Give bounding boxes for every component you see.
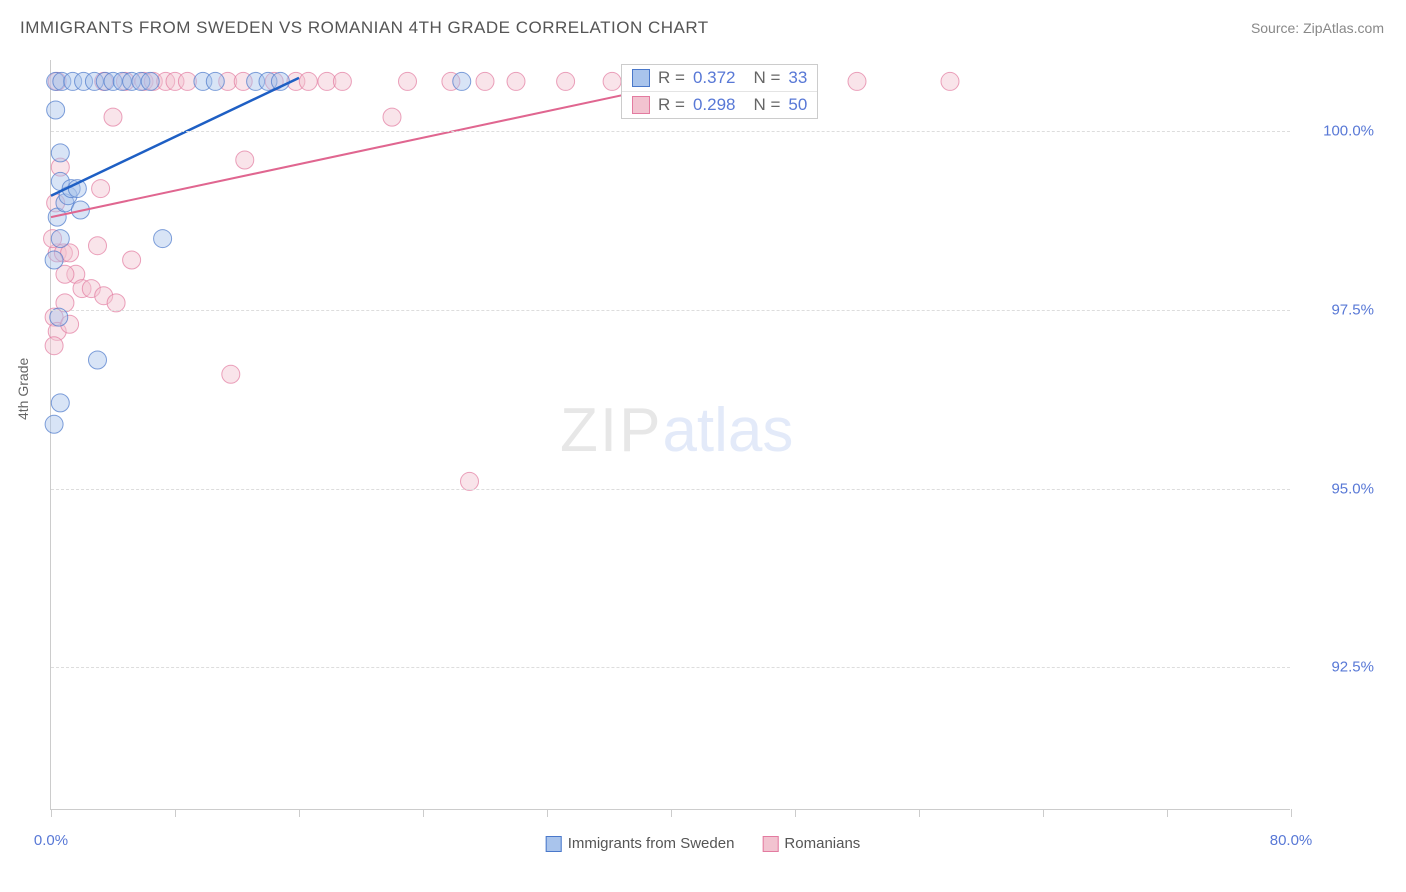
chart-plot-area: R =0.372N =33R =0.298N =50 92.5%95.0%97.… bbox=[50, 60, 1290, 810]
x-tick bbox=[423, 809, 424, 817]
data-point bbox=[383, 108, 401, 126]
data-point bbox=[154, 230, 172, 248]
data-point bbox=[89, 351, 107, 369]
legend-item: Immigrants from Sweden bbox=[546, 835, 735, 852]
x-tick bbox=[919, 809, 920, 817]
info-row: R = 0.372 N = 33 bbox=[622, 65, 817, 92]
x-tick bbox=[671, 809, 672, 817]
data-point bbox=[51, 144, 69, 162]
source-label: Source: bbox=[1251, 20, 1299, 36]
info-r-label: R = bbox=[658, 95, 685, 115]
scatter-plot-svg bbox=[51, 60, 1291, 810]
info-r-value: 0.298 bbox=[693, 95, 736, 115]
legend-swatch bbox=[546, 836, 562, 852]
data-point bbox=[222, 365, 240, 383]
y-axis-label: 4th Grade bbox=[15, 358, 31, 420]
data-point bbox=[206, 72, 224, 90]
y-tick-label: 100.0% bbox=[1304, 123, 1374, 140]
legend-swatch bbox=[762, 836, 778, 852]
data-point bbox=[236, 151, 254, 169]
x-tick-label: 80.0% bbox=[1270, 832, 1313, 849]
data-point bbox=[333, 72, 351, 90]
y-tick-label: 95.0% bbox=[1304, 480, 1374, 497]
data-point bbox=[141, 72, 159, 90]
info-swatch bbox=[632, 96, 650, 114]
data-point bbox=[45, 251, 63, 269]
data-point bbox=[45, 415, 63, 433]
data-point bbox=[45, 337, 63, 355]
data-point bbox=[51, 230, 69, 248]
info-swatch bbox=[632, 69, 650, 87]
data-point bbox=[92, 180, 110, 198]
x-tick bbox=[547, 809, 548, 817]
data-point bbox=[476, 72, 494, 90]
data-point bbox=[299, 72, 317, 90]
data-point bbox=[399, 72, 417, 90]
chart-title: IMMIGRANTS FROM SWEDEN VS ROMANIAN 4TH G… bbox=[20, 18, 709, 38]
gridline bbox=[51, 310, 1290, 311]
legend: Immigrants from Sweden Romanians bbox=[546, 835, 861, 852]
gridline bbox=[51, 131, 1290, 132]
x-tick bbox=[175, 809, 176, 817]
source-link[interactable]: ZipAtlas.com bbox=[1303, 20, 1384, 36]
info-r-value: 0.372 bbox=[693, 68, 736, 88]
info-n-value: 50 bbox=[788, 95, 807, 115]
info-r-label: R = bbox=[658, 68, 685, 88]
legend-label: Romanians bbox=[784, 835, 860, 852]
x-tick bbox=[299, 809, 300, 817]
data-point bbox=[47, 101, 65, 119]
info-n-value: 33 bbox=[788, 68, 807, 88]
data-point bbox=[51, 394, 69, 412]
info-row: R = 0.298 N = 50 bbox=[622, 92, 817, 118]
legend-label: Immigrants from Sweden bbox=[568, 835, 735, 852]
x-tick-label: 0.0% bbox=[34, 832, 68, 849]
source-attribution: Source: ZipAtlas.com bbox=[1251, 20, 1384, 36]
data-point bbox=[89, 237, 107, 255]
legend-item: Romanians bbox=[762, 835, 860, 852]
info-n-label: N = bbox=[753, 68, 780, 88]
data-point bbox=[848, 72, 866, 90]
data-point bbox=[603, 72, 621, 90]
x-tick bbox=[1291, 809, 1292, 817]
gridline bbox=[51, 667, 1290, 668]
y-tick-label: 92.5% bbox=[1304, 659, 1374, 676]
data-point bbox=[104, 108, 122, 126]
data-point bbox=[941, 72, 959, 90]
data-point bbox=[453, 72, 471, 90]
data-point bbox=[557, 72, 575, 90]
trend-line bbox=[51, 78, 299, 196]
gridline bbox=[51, 489, 1290, 490]
data-point bbox=[507, 72, 525, 90]
x-tick bbox=[795, 809, 796, 817]
data-point bbox=[123, 251, 141, 269]
correlation-info-box: R = 0.372 N = 33 R = 0.298 N = 50 bbox=[621, 64, 818, 119]
x-tick bbox=[51, 809, 52, 817]
info-n-label: N = bbox=[753, 95, 780, 115]
y-tick-label: 97.5% bbox=[1304, 302, 1374, 319]
x-tick bbox=[1043, 809, 1044, 817]
x-tick bbox=[1167, 809, 1168, 817]
